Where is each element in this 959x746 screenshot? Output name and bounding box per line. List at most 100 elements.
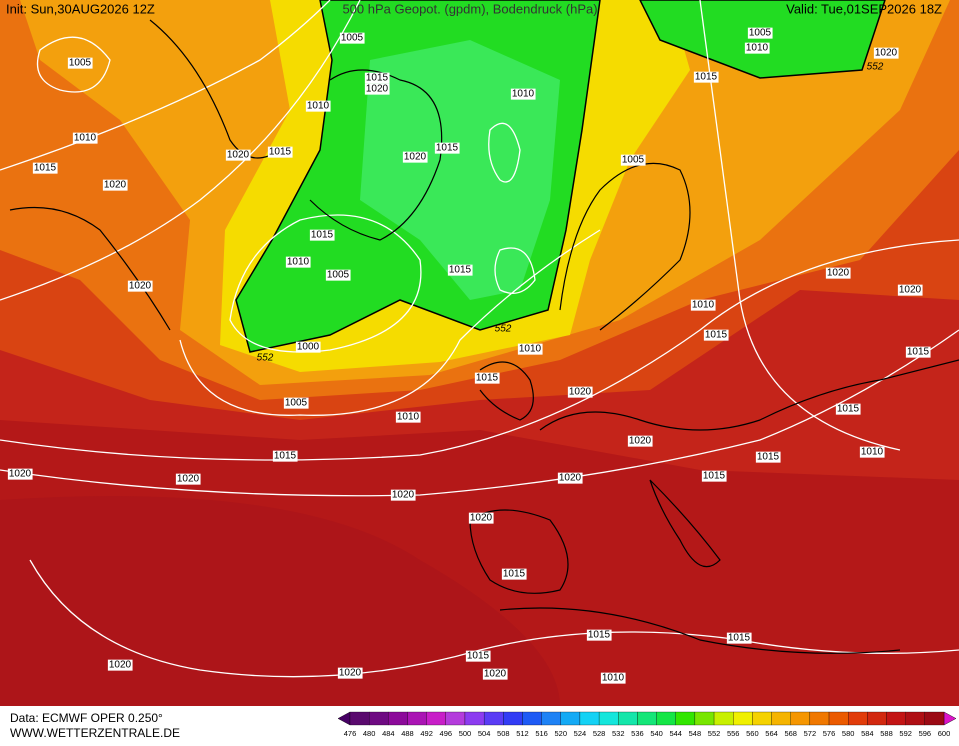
isobar-label: 1015 [467, 651, 490, 662]
isobar-label: 1015 [695, 72, 718, 83]
label-box [127, 280, 153, 292]
isobar-label: 1020 [227, 150, 250, 161]
label-box [325, 269, 351, 281]
isobar-label: 1020 [104, 180, 127, 191]
colorbar-label: 548 [689, 729, 702, 738]
isobar-label: 1015 [705, 330, 728, 341]
isobar-label: 1015 [311, 230, 334, 241]
isobar-label: 1010 [602, 673, 625, 684]
isobar-label: 1010 [287, 257, 310, 268]
colorbar-label: 540 [650, 729, 663, 738]
isobar-label: 1020 [875, 48, 898, 59]
contour-label: 552 [495, 324, 512, 335]
isobar [0, 239, 959, 461]
colorbar-box [828, 711, 849, 726]
contour-label: 552 [257, 353, 274, 364]
isobar [36, 36, 111, 93]
colorbar-box [541, 711, 561, 726]
isobar-label: 1020 [177, 474, 200, 485]
colorbar-label: 504 [478, 729, 491, 738]
isobar-label: 1015 [588, 630, 611, 641]
contour-label: 552 [867, 62, 884, 73]
colorbar: 476 480 484 488 492 496 500 504 508 512 516 520 524 5… [337, 711, 957, 738]
colorbar-label: 592 [899, 729, 912, 738]
isobar-label: 1015 [907, 347, 930, 358]
isobar-label: 1000 [297, 342, 320, 353]
isobar [488, 122, 521, 183]
colorbar-box [694, 711, 715, 726]
colorbar-box [598, 711, 619, 726]
label-box [7, 468, 33, 480]
label-box [835, 403, 861, 415]
label-box [693, 71, 719, 83]
label-box [873, 47, 899, 59]
colorbar-box [790, 711, 811, 726]
label-box [620, 154, 646, 166]
isobar-label: 1020 [339, 668, 362, 679]
colorbar-box [445, 711, 466, 726]
label-box [447, 264, 473, 276]
isobar-label: 1020 [569, 387, 592, 398]
label-box [726, 632, 752, 644]
colorbar-box [848, 711, 868, 726]
isobar-label: 1010 [692, 300, 715, 311]
label-box [175, 473, 201, 485]
label-box [510, 88, 536, 100]
colorbar-label: 492 [420, 729, 433, 738]
colorbar-label: 524 [574, 729, 587, 738]
label-box [517, 343, 543, 355]
label-box [482, 668, 508, 680]
isobar-label: 1020 [366, 84, 389, 95]
label-box [283, 397, 309, 409]
coastline [479, 361, 534, 421]
label-box [32, 162, 58, 174]
isobars [0, 0, 959, 678]
init-time: Init: Sun,30AUG2026 12Z [6, 1, 155, 16]
coastline [469, 509, 569, 594]
coastline [149, 19, 281, 159]
website: WWW.WETTERZENTRALE.DE [10, 726, 180, 740]
colorbar-label: 576 [823, 729, 836, 738]
isobar-label: 1005 [327, 270, 350, 281]
label-box [474, 372, 500, 384]
isobar-label: 1015 [503, 569, 526, 580]
colorbar-label: 596 [919, 729, 932, 738]
colorbar-label: 476 [344, 729, 357, 738]
label-box [701, 470, 727, 482]
colorbar-label: 528 [593, 729, 606, 738]
colorbar-box [369, 711, 389, 726]
valid-time: Valid: Tue,01SEP2026 18Z [786, 1, 942, 16]
isobar-label: 1020 [899, 285, 922, 296]
isobar-label: 1010 [307, 101, 330, 112]
isobar-label: 1005 [749, 28, 772, 39]
label-box [402, 151, 428, 163]
isobar [494, 247, 536, 294]
label-box [72, 132, 98, 144]
isobar-label: 1020 [9, 469, 32, 480]
map-title: 500 hPa Geopot. (gpdm), Bodendruck (hPa) [342, 1, 597, 16]
colorbar-box [579, 711, 600, 726]
label-box [390, 489, 416, 501]
colorbar-box [713, 711, 734, 726]
isobar-label: 1020 [827, 268, 850, 279]
coastline [9, 207, 171, 331]
label-box [337, 667, 363, 679]
colorbar-box [637, 711, 657, 726]
isobar-label: 1005 [285, 398, 308, 409]
header: Init: Sun,30AUG2026 12Z 500 hPa Geopot. … [6, 1, 942, 16]
colorbar-label: 572 [804, 729, 817, 738]
label-box [468, 512, 494, 524]
label-box [107, 659, 133, 671]
coastlines [9, 19, 959, 654]
colorbar-label: 488 [401, 729, 414, 738]
colorbar-label: 496 [440, 729, 453, 738]
label-box [309, 229, 335, 241]
isobar-label: 1015 [837, 404, 860, 415]
label-box [600, 672, 626, 684]
map-fields [0, 0, 959, 706]
colorbar-label: 532 [612, 729, 625, 738]
label-box [267, 146, 293, 158]
label-box [295, 341, 321, 353]
coastline [649, 479, 721, 568]
contour-labels: 552 552 552 [257, 62, 884, 364]
